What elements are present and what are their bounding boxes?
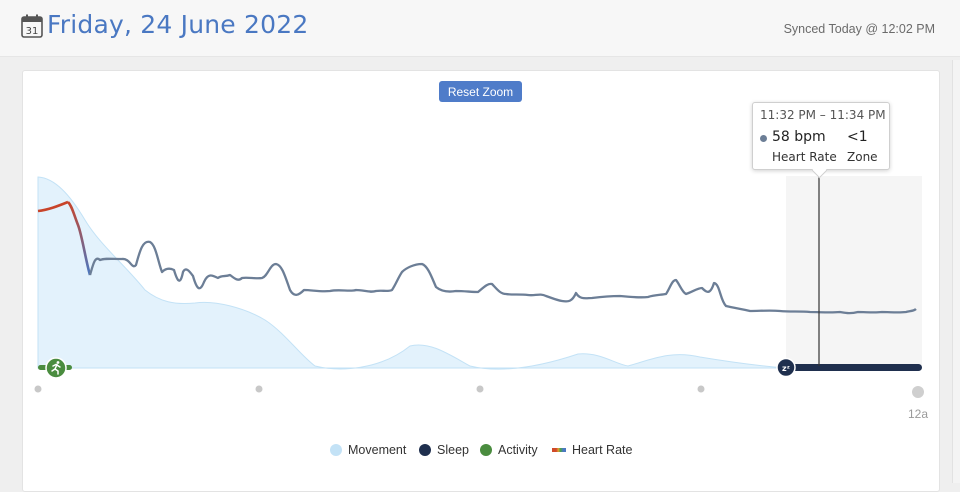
scrollbar[interactable] bbox=[952, 60, 960, 483]
x-axis-tick bbox=[476, 385, 484, 393]
x-axis-end-label: 12a bbox=[908, 407, 929, 421]
tooltip-zone-value: <1 bbox=[847, 129, 868, 145]
heart-rate-tooltip: 11:32 PM – 11:34 PM 58 bpm <1 Heart Rate… bbox=[752, 102, 890, 170]
legend-heart-rate-swatch bbox=[552, 448, 566, 452]
legend-sleep-label: Sleep bbox=[437, 443, 469, 457]
tooltip-bpm-label: Heart Rate bbox=[772, 150, 837, 164]
heart-rate-line-transition bbox=[67, 201, 92, 276]
selection-band bbox=[786, 176, 922, 368]
tooltip-time-range: 11:32 PM – 11:34 PM bbox=[760, 108, 886, 122]
svg-text:31: 31 bbox=[26, 26, 39, 37]
chart-legend: Movement Sleep Activity Heart Rate bbox=[0, 443, 960, 463]
sync-status: Synced Today @ 12:02 PM bbox=[783, 22, 935, 36]
legend-heart-rate-label: Heart Rate bbox=[572, 443, 633, 457]
x-axis-tick bbox=[34, 385, 42, 393]
zzz-sleep-icon[interactable] bbox=[776, 357, 796, 378]
legend-movement-label: Movement bbox=[348, 443, 407, 457]
legend-item-heart-rate[interactable]: Heart Rate bbox=[552, 443, 632, 457]
legend-sleep-swatch bbox=[419, 444, 431, 456]
legend-activity-swatch bbox=[480, 444, 492, 456]
x-axis-tick bbox=[255, 385, 263, 393]
x-axis-tick bbox=[697, 385, 705, 393]
zzz-glyph: zᶻ bbox=[782, 364, 790, 373]
calendar-icon: 31 bbox=[21, 14, 43, 38]
legend-item-movement[interactable]: Movement bbox=[330, 443, 406, 457]
tooltip-zone-label: Zone bbox=[847, 150, 878, 164]
page-title: Friday, 24 June 2022 bbox=[47, 10, 309, 39]
legend-movement-swatch bbox=[330, 444, 342, 456]
legend-item-sleep[interactable]: Sleep bbox=[419, 443, 469, 457]
heart-rate-line-high bbox=[37, 200, 69, 213]
page-header: 31 Friday, 24 June 2022 Synced Today @ 1… bbox=[0, 0, 960, 57]
legend-activity-label: Activity bbox=[498, 443, 538, 457]
sleep-bar bbox=[786, 364, 922, 371]
legend-item-activity[interactable]: Activity bbox=[480, 443, 538, 457]
tooltip-series-dot bbox=[760, 135, 767, 142]
movement-area bbox=[37, 176, 787, 370]
reset-zoom-button[interactable]: Reset Zoom bbox=[439, 81, 522, 102]
heart-rate-line bbox=[88, 240, 917, 315]
x-axis-tick-end bbox=[912, 386, 924, 398]
tooltip-bpm-value: 58 bpm bbox=[772, 129, 826, 145]
running-person-glyph bbox=[51, 361, 61, 375]
